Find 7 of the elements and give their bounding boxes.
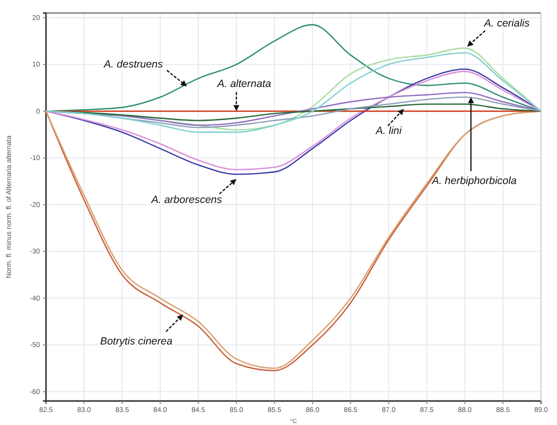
annotation: Botrytis cinerea — [100, 336, 173, 348]
annotation: A. herbiphorbicola — [430, 175, 517, 188]
annotation: A. arborescens — [150, 194, 223, 206]
annotation: A. alternata — [216, 78, 272, 90]
annotation: A. destruens — [102, 58, 164, 70]
annotation: A. lini — [374, 124, 402, 137]
annotation: A. cerialis — [483, 18, 530, 30]
